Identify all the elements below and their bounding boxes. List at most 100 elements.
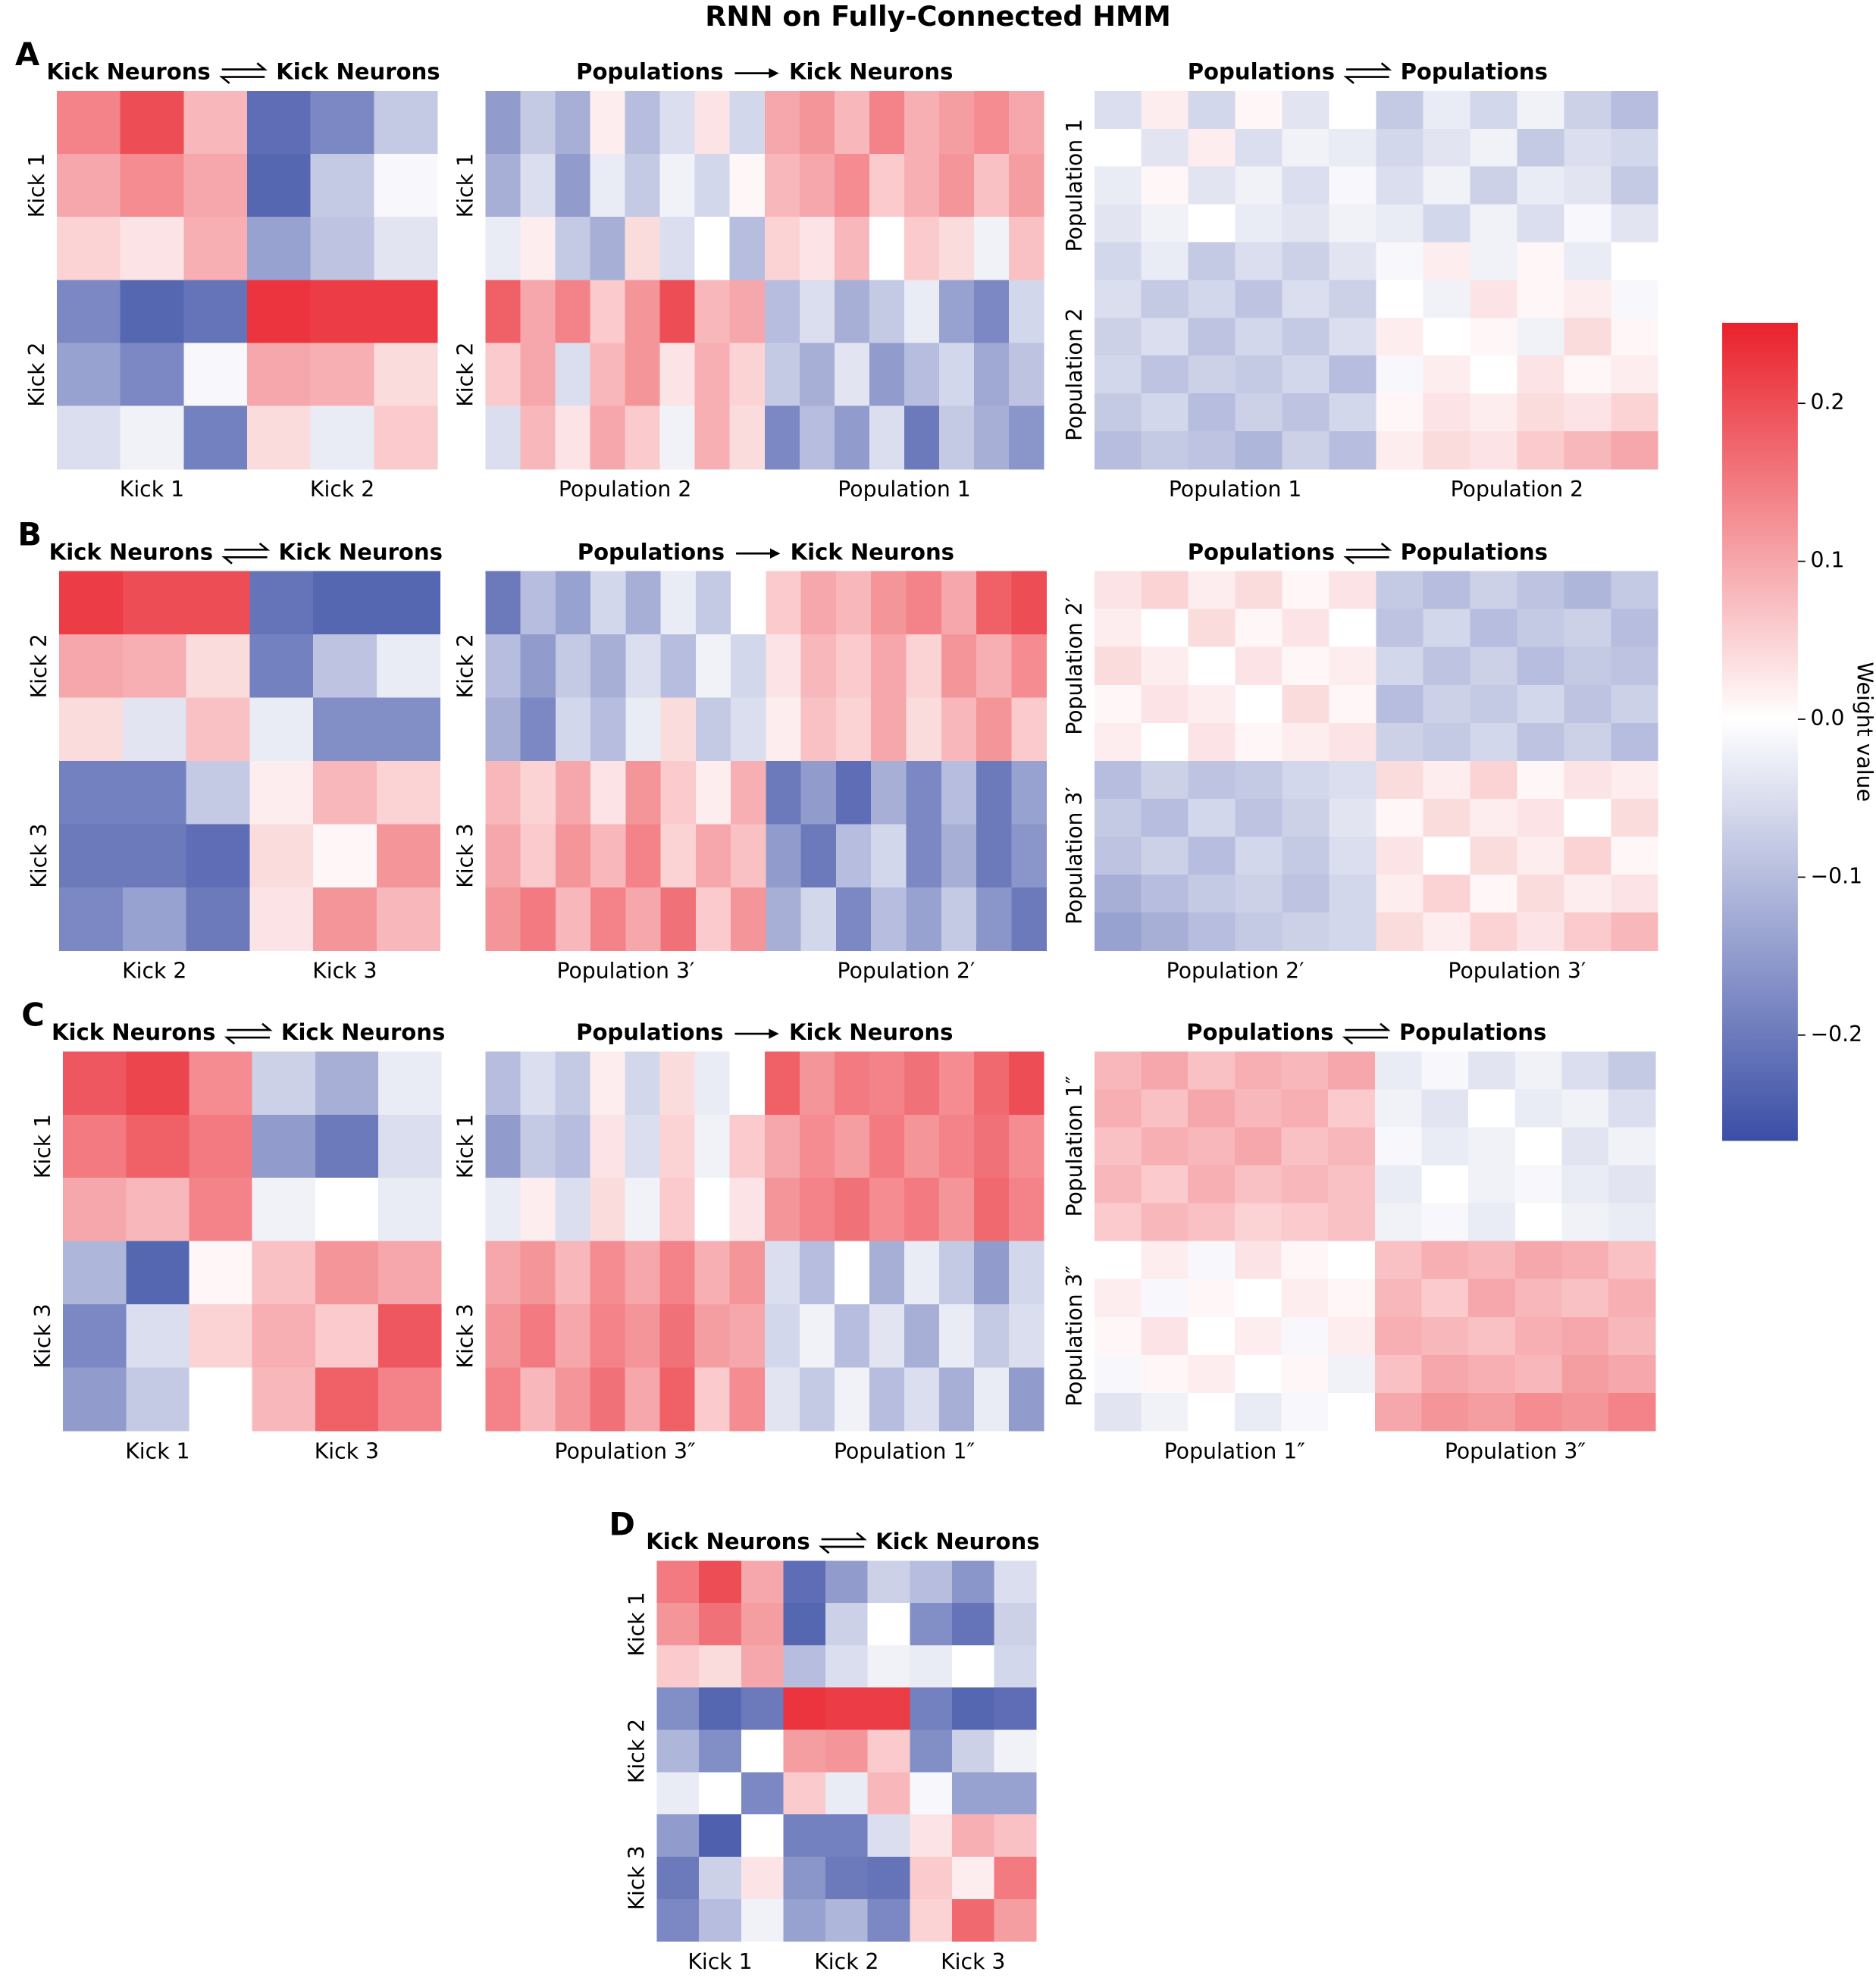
heatmap-cell [974,90,1010,155]
heatmap-cell [764,1114,800,1178]
heatmap-cell [122,824,187,888]
heatmap-cell [1470,912,1517,951]
heatmap-cell [555,343,591,407]
heatmap-cell [783,1857,826,1900]
heatmap-cell [56,280,121,344]
heatmap-cell [800,824,837,888]
heatmap-cell [741,1898,784,1942]
arrow-head [769,1028,779,1039]
heatmap-cell [1611,609,1658,648]
heatmap-cell [1282,128,1330,167]
heatmap-cell [699,1687,742,1731]
y-group-label: Population 3′ [1062,787,1087,925]
heatmap-cell [834,1114,870,1178]
heatmap-cell [1423,204,1470,243]
y-group-label: Population 2′ [1062,597,1087,735]
heatmap-cell [1282,242,1330,280]
heatmap-cell [1561,1127,1609,1166]
heatmap-cell [1009,1367,1044,1432]
heatmap-cell [699,1603,742,1646]
heatmap-cell [783,1729,826,1773]
heatmap-cell [1235,166,1283,205]
heatmap-cell [699,1560,742,1604]
heatmap-cell [694,1178,731,1242]
heatmap-cell [1564,280,1611,318]
heatmap-cell [1514,1354,1563,1394]
heatmap-cell [1517,684,1564,724]
heatmap-cell [1281,1354,1329,1394]
heatmap-cell [1611,837,1658,875]
heatmap-cell [1376,393,1423,432]
heatmap-cell [994,1603,1037,1646]
heatmap-cell [1421,1089,1469,1128]
heatmap-cell [520,697,556,762]
heatmap-cell [741,1560,784,1604]
target-title: Populations [1401,59,1548,85]
heatmap-cell [1009,217,1044,280]
heatmap-cell [1376,318,1423,356]
heatmap-cell [252,1304,316,1369]
heatmap-cell [247,280,312,344]
arrow [221,556,268,565]
heatmap-cell [520,824,556,888]
heatmap-cell [656,1772,700,1815]
heatmap-cell [834,154,870,218]
heatmap-cell [1234,1392,1282,1432]
heatmap-cell [1188,684,1236,724]
heatmap-cell [695,887,731,951]
arrow [224,1036,270,1045]
heatmap-cell [1423,430,1470,470]
source-title: Kick Neurons [646,1529,810,1554]
heatmap-cell [59,571,124,635]
heatmap-cell [1282,609,1330,648]
heatmap-cell [910,1645,953,1688]
panel-letter: A [15,36,39,73]
source-title: Kick Neurons [46,59,210,85]
heatmap-cell [764,1051,800,1116]
heatmap-cell [313,697,377,762]
heatmap-cell [906,697,942,762]
heatmap-cell [485,1367,521,1432]
heatmap-cell [904,1367,940,1432]
y-group-label: Kick 3 [30,1304,55,1368]
heatmap-cell [1517,837,1564,875]
heatmap-cell [904,1178,940,1242]
heatmap-cell [1141,355,1189,394]
heatmap-cell [1235,571,1283,610]
heatmap-cell [783,1687,826,1731]
heatmap-cell [120,154,184,218]
heatmap-cell [1235,280,1283,318]
heatmap-cell [1282,355,1330,394]
heatmap-cell [1611,128,1658,167]
heatmap-cell [247,217,312,280]
heatmap-cell [825,1772,869,1815]
heatmap-cell [729,280,766,344]
heatmap-cell [729,1304,766,1369]
heatmap-cell [799,343,835,407]
heatmap-cell [694,1304,731,1369]
heatmap-cell [1281,1165,1329,1204]
heatmap-cell [939,1051,975,1116]
heatmap-cell [555,760,591,825]
heatmap-cell [590,217,626,280]
heatmap-cell [1188,242,1236,280]
heatmap-cell [729,90,766,155]
heatmap-cell [834,343,870,407]
heatmap-cell [1094,1089,1142,1128]
heatmap-cell [555,405,591,470]
heatmap-cell [974,1178,1010,1242]
heatmap-cell [186,824,250,888]
heatmap-cell [1421,1316,1469,1356]
heatmap-cell [1141,1203,1189,1242]
heatmap-cell [315,1367,379,1432]
heatmap-cell [1423,722,1470,762]
heatmap-cell [1235,128,1283,167]
heatmap-cell [1329,393,1376,432]
heatmap-cell [625,697,662,762]
heatmap-cell [904,90,940,155]
heatmap-cell [1517,722,1564,762]
heatmap-cell [1009,1178,1044,1242]
heatmap-cell [249,887,314,951]
heatmap-cell [659,1304,696,1369]
heatmap-cell [1423,242,1470,280]
